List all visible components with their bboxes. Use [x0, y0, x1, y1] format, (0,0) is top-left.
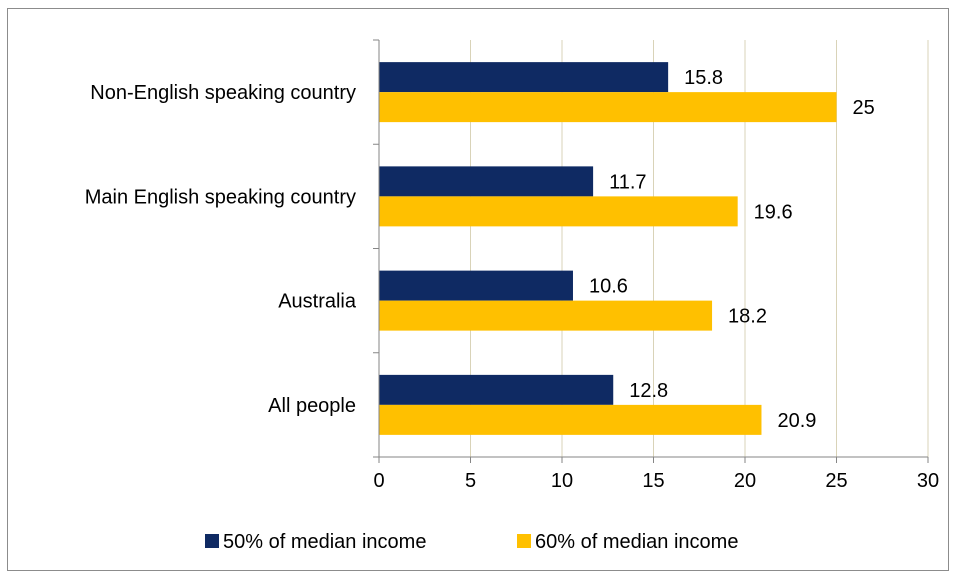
category-label: Main English speaking country: [85, 186, 356, 208]
bar-series-60: [379, 300, 713, 331]
data-label: 12.8: [629, 380, 668, 402]
data-label: 10.6: [589, 276, 628, 298]
data-label: 18.2: [728, 306, 767, 328]
category-label: Australia: [278, 291, 357, 313]
bar-series-60: [379, 404, 762, 435]
x-tick-label: 5: [465, 470, 476, 492]
data-label: 15.8: [684, 67, 723, 89]
data-label: 11.7: [609, 171, 646, 193]
legend-label: 50% of median income: [223, 531, 426, 553]
bar-series-50: [379, 270, 573, 301]
x-tick-label: 25: [825, 470, 847, 492]
axes: 0 5 10 15 20 25 30 Non-English speaking country…: [85, 39, 939, 492]
data-label: 25: [853, 97, 875, 119]
category-label: Non-English speaking country: [90, 82, 356, 104]
data-label: 20.9: [777, 410, 816, 432]
x-tick-label: 0: [373, 470, 384, 492]
bar-series-60: [379, 92, 837, 123]
legend-swatch: [517, 534, 531, 548]
legend-swatch: [205, 534, 219, 548]
category-label: All people: [268, 395, 356, 417]
x-tick-label: 10: [551, 470, 573, 492]
x-tick-label: 15: [642, 470, 664, 492]
bar-series-50: [379, 62, 669, 93]
x-tick-label: 30: [917, 470, 939, 492]
bar-series-60: [379, 196, 738, 227]
bar-series-50: [379, 374, 614, 405]
legend-label: 60% of median income: [535, 531, 738, 553]
data-label: 19.6: [754, 201, 793, 223]
x-tick-label: 20: [734, 470, 756, 492]
bar-series-50: [379, 166, 594, 197]
bars: [379, 62, 837, 435]
legend: 50% of median income 60% of median income: [205, 531, 738, 553]
data-labels: 15.8 25 11.7 19.6 10.6 18.2 12.8 20.9: [589, 67, 875, 432]
